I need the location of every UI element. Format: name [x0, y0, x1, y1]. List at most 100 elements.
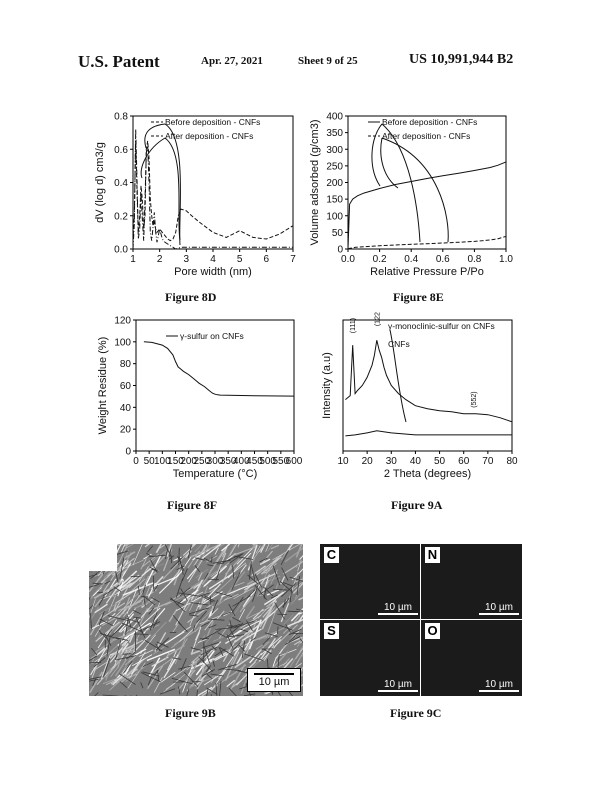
fiber-shadow — [93, 657, 106, 668]
nanofiber — [171, 623, 179, 634]
nanofiber — [108, 595, 116, 613]
nanofiber — [146, 601, 172, 613]
fiber-shadow — [192, 625, 196, 632]
fiber-shadow — [133, 610, 142, 615]
callout-arrow — [140, 137, 166, 179]
fiber-shadow — [142, 621, 161, 631]
fiber-shadow — [226, 625, 237, 627]
nanofiber — [94, 570, 109, 577]
nanofiber — [186, 568, 197, 580]
nanofiber — [99, 592, 120, 601]
figure-9a-caption: Figure 9A — [391, 498, 443, 512]
fiber-shadow — [262, 636, 271, 646]
x-tick-label: 150 — [167, 456, 184, 467]
x-tick-label: 300 — [207, 456, 224, 467]
fiber-shadow — [279, 581, 293, 593]
nanofiber — [234, 629, 252, 643]
callout-arrow — [164, 137, 181, 241]
nanofiber — [195, 635, 206, 647]
legend-entry: γ-sulfur on CNFs — [180, 331, 244, 341]
y-tick-label: 150 — [326, 195, 343, 206]
nanofiber — [251, 544, 265, 563]
fiber-shadow — [241, 640, 246, 658]
fiber-shadow — [287, 610, 303, 613]
y-tick-label: 0.4 — [114, 178, 128, 189]
figure-9b-sem-image: 10 µm — [89, 544, 303, 696]
fiber-shadow — [280, 550, 289, 565]
fiber-shadow — [180, 588, 188, 601]
nanofiber — [143, 553, 152, 560]
fiber-shadow — [98, 630, 107, 639]
nanofiber — [153, 677, 163, 693]
fiber-shadow — [113, 586, 122, 592]
fiber-shadow — [142, 595, 156, 606]
fiber-shadow — [218, 646, 224, 656]
fiber-shadow — [89, 676, 102, 680]
x-tick-label: 400 — [233, 456, 250, 467]
fiber-shadow — [221, 611, 232, 616]
x-tick-label: 500 — [259, 456, 276, 467]
nanofiber — [124, 664, 132, 675]
fiber-shadow — [89, 677, 90, 679]
fiber-shadow — [204, 572, 209, 580]
eds-scale-bar: 10 µm — [479, 603, 519, 615]
nanofiber — [121, 633, 135, 647]
nanofiber — [141, 565, 156, 576]
scale-bar-box: 10 µm — [247, 668, 301, 692]
nanofiber — [203, 671, 225, 686]
nanofiber — [244, 661, 256, 673]
nanofiber — [174, 637, 186, 665]
fiber-shadow — [282, 582, 294, 587]
nanofiber — [124, 645, 136, 654]
fiber-shadow — [139, 629, 145, 636]
fiber-shadow — [171, 677, 193, 685]
fiber-shadow — [210, 694, 212, 696]
nanofiber — [165, 593, 188, 606]
x-tick-label: 60 — [458, 456, 470, 467]
nanofiber — [120, 544, 126, 553]
patent-number: US 10,991,944 B2 — [409, 52, 514, 67]
x-tick-label: 40 — [410, 456, 422, 467]
nanofiber — [113, 600, 132, 619]
fiber-shadow — [202, 628, 222, 641]
nanofiber — [297, 560, 302, 572]
nanofiber — [124, 544, 134, 549]
fiber-shadow — [96, 591, 104, 594]
y-tick-label: 0.0 — [114, 245, 128, 256]
nanofiber — [251, 565, 267, 577]
nanofiber — [229, 664, 246, 691]
x-tick-label: 10 — [337, 456, 349, 467]
x-tick-label: 0.4 — [404, 254, 418, 265]
nanofiber — [249, 646, 264, 664]
fiber-shadow — [281, 567, 289, 581]
nanofiber — [197, 638, 209, 643]
fiber-shadow — [288, 632, 299, 642]
nanofiber — [114, 582, 131, 612]
fiber-shadow — [196, 610, 207, 623]
figure-8d-caption: Figure 8D — [165, 290, 217, 304]
series-line-1 — [143, 341, 295, 397]
nanofiber — [119, 632, 133, 640]
x-tick-label: 80 — [506, 456, 518, 467]
fiber-shadow — [153, 584, 159, 593]
nanofiber — [274, 556, 282, 563]
fiber-shadow — [239, 628, 249, 633]
fiber-shadow — [263, 586, 274, 597]
fiber-shadow — [206, 687, 218, 695]
nanofiber — [122, 581, 155, 597]
nanofiber — [197, 572, 203, 581]
nanofiber — [265, 544, 270, 552]
nanofiber — [110, 665, 120, 678]
nanofiber — [295, 651, 303, 666]
nanofiber — [177, 556, 192, 578]
x-axis-label: Temperature (°C) — [173, 468, 257, 480]
legend-entry: Before deposition - CNFs — [382, 117, 477, 127]
figure-9c-eds-maps: C 10 µm N 10 µm S 10 µm O 10 µm — [320, 544, 522, 696]
fiber-shadow — [272, 565, 280, 586]
fiber-shadow — [98, 610, 105, 626]
fiber-shadow — [288, 690, 294, 696]
fiber-shadow — [147, 554, 166, 558]
scale-bar-label: 10 µm — [258, 676, 290, 688]
nanofiber — [263, 629, 282, 640]
nanofiber — [193, 582, 202, 589]
